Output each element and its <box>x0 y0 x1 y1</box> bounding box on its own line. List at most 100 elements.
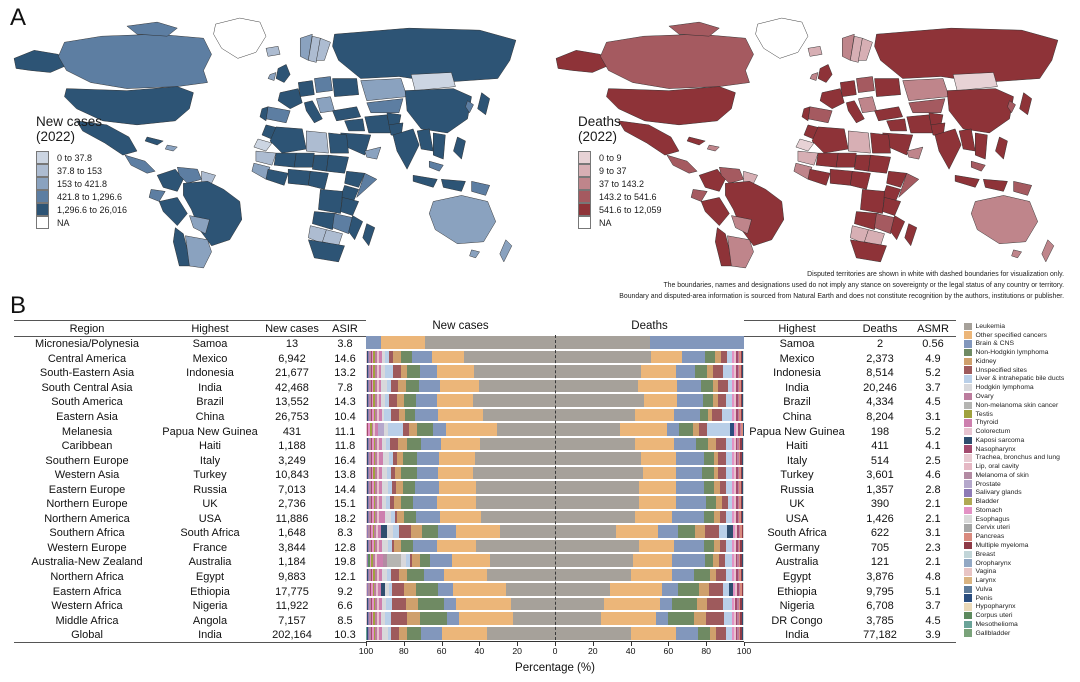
table-row: Eastern Europe Russia 7,013 14.4 <box>14 482 366 497</box>
bar-row-eastern-asia <box>366 408 744 423</box>
segment-ovary <box>375 612 377 625</box>
segment-melanoma-of-skin <box>369 394 371 407</box>
segment-other-specified-cancers <box>442 626 487 640</box>
country-arctic-islands <box>126 21 178 37</box>
segment-leukemia <box>474 365 555 378</box>
segment-kaposi-sarcoma <box>741 437 743 451</box>
segment-multiple-myeloma <box>740 466 742 480</box>
segment-brain-cns <box>413 495 437 509</box>
segment-brain-cns <box>417 452 440 465</box>
legend-label: Multiple myeloma <box>975 542 1029 550</box>
segment-colorectum <box>734 408 736 422</box>
deaths-bar <box>555 612 744 625</box>
country-sudan <box>868 154 891 174</box>
legend-label: Esophagus <box>975 515 1010 523</box>
segment-unspecified-sites <box>391 408 400 422</box>
segment-ovary <box>737 554 739 567</box>
legend-item: Liver & intrahepatic bile ducts <box>964 375 1080 384</box>
segment-colorectum <box>733 437 736 451</box>
segment-nasopharynx <box>736 583 739 596</box>
segment-salivary-glands <box>368 350 370 364</box>
segment-testis <box>369 423 372 436</box>
table-cell: Indonesia <box>773 367 821 380</box>
legend-label: Kidney <box>975 357 997 365</box>
segment-other-specified-cancers <box>458 612 513 625</box>
segment-non-hodgkin-lymphoma <box>705 495 716 509</box>
segment-melanoma-of-skin <box>369 466 371 480</box>
country-finland <box>316 37 331 61</box>
segment-kidney <box>395 466 402 480</box>
deaths-bar <box>555 379 744 393</box>
segment-leukemia <box>555 350 652 364</box>
segment-colorectum <box>733 554 736 567</box>
country-cameroon <box>308 170 329 190</box>
segment-other-specified-cancers <box>438 466 474 480</box>
segment-esophagus <box>742 568 744 582</box>
segment-pancreas <box>739 539 741 553</box>
segment-stomach <box>371 466 374 480</box>
legend-item: Esophagus <box>964 515 1080 524</box>
segment-brain-cns <box>675 481 704 495</box>
country-alaska <box>555 50 607 73</box>
map-legend-item: NA <box>36 216 127 230</box>
segment-other-specified-cancers <box>443 568 487 582</box>
segment-liver-intrahepatic-bile-ducts <box>722 365 733 378</box>
segment-kaposi-sarcoma <box>741 612 743 625</box>
segment-kaposi-sarcoma <box>741 568 743 582</box>
legend-item: Larynx <box>964 576 1080 585</box>
segment-stomach <box>731 495 734 509</box>
legend-swatch <box>964 471 972 480</box>
segment-melanoma-of-skin <box>369 597 371 611</box>
panel-b-label: B <box>10 292 27 319</box>
segment-leukemia <box>511 597 555 611</box>
map-legend-title: Deaths (2022) <box>578 114 621 145</box>
segment-liver-intrahepatic-bile-ducts <box>389 452 394 465</box>
map-deaths: Deaths (2022) 0 to 9 9 to 37 37 to 143.2 14… <box>548 12 1072 270</box>
legend-label: Testis <box>975 410 993 418</box>
segment-nasopharynx <box>735 437 738 451</box>
country-ethiopia <box>344 170 366 188</box>
segment-trachea-bronchus-and-lung <box>366 525 368 538</box>
segment-other-specified-cancers <box>635 437 674 451</box>
map-legend-bin-label: 541.6 to 12,059 <box>599 204 662 215</box>
legend-swatch <box>964 568 972 576</box>
segment-salivary-glands <box>368 466 370 480</box>
table-cell: 2 <box>876 338 884 351</box>
country-mozambique <box>890 215 906 241</box>
legend-label: Ovary <box>975 393 994 400</box>
legend-item: Bladder <box>964 497 1080 506</box>
segment-unspecified-sites <box>720 539 727 553</box>
segment-nasopharynx <box>735 379 738 393</box>
table-row: Southern Africa South Africa 1,648 8.3 <box>14 526 366 541</box>
segment-trachea-bronchus-and-lung <box>366 612 368 625</box>
segment-liver-intrahepatic-bile-ducts <box>387 539 392 553</box>
map-legend-item: 37 to 143.2 <box>578 177 662 191</box>
segment-colorectum <box>377 495 379 509</box>
country-argentina <box>185 235 212 269</box>
deaths-bar <box>555 408 744 422</box>
segment-leukemia <box>464 350 555 364</box>
legend-item: Vagina <box>964 567 1080 576</box>
segment-testis <box>372 525 375 538</box>
segment-ovary <box>375 379 377 393</box>
segment-testis <box>373 568 376 582</box>
segment-stomach <box>732 510 734 524</box>
segment-brain-cns <box>418 379 440 393</box>
new-cases-bar <box>366 539 555 553</box>
country-kazakhstan <box>902 78 950 101</box>
new-cases-bar <box>366 583 555 596</box>
segment-stomach <box>731 597 734 611</box>
country-new-zealand <box>1041 239 1055 263</box>
legend-item: Stomach <box>964 506 1080 515</box>
legend-label: Prostate <box>975 480 1001 488</box>
segment-thyroid <box>379 539 382 553</box>
segment-unspecified-sites <box>398 525 411 538</box>
deaths-bar <box>555 525 744 538</box>
new-cases-bar <box>366 365 555 378</box>
segment-non-hodgkin-lymphoma <box>678 525 695 538</box>
segment-brain-cns <box>437 583 454 596</box>
segment-stomach <box>731 539 734 553</box>
segment-colorectum <box>377 626 379 640</box>
table-cell: 11,922 <box>275 600 309 613</box>
segment-leukemia <box>555 437 636 451</box>
